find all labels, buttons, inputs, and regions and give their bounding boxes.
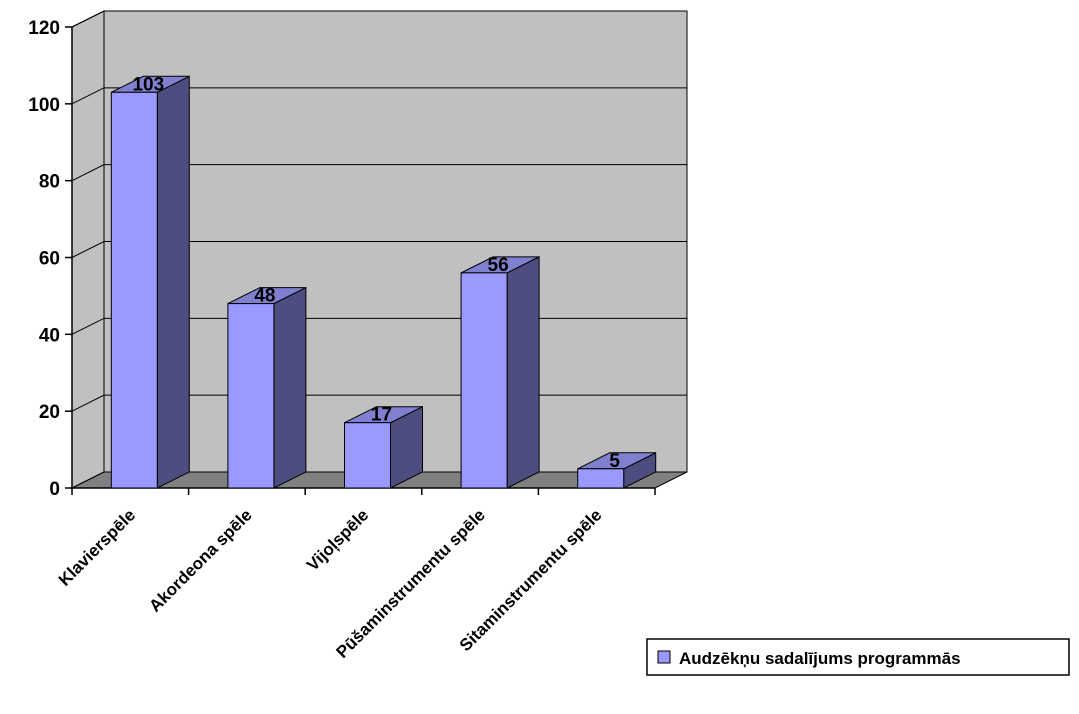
x-tick-label: Klavierspēle	[55, 505, 139, 589]
bar-side	[273, 286, 307, 489]
y-tick-label: 40	[39, 325, 60, 346]
y-tick-label: 80	[39, 172, 60, 193]
data-label: 17	[371, 405, 392, 426]
legend-box	[646, 638, 1070, 676]
data-label: 5	[609, 451, 620, 472]
gridline	[71, 87, 687, 105]
y-tick-label: 60	[39, 249, 60, 270]
legend: Audzēkņu sadalījums programmās	[646, 638, 1070, 676]
y-tick-label: 120	[28, 18, 60, 39]
data-label: 56	[488, 255, 509, 276]
bars	[110, 75, 657, 489]
gridline	[71, 10, 687, 28]
data-labels: 103 48 17 56 5	[132, 74, 620, 471]
x-tick-label: Vijoļspēle	[303, 505, 372, 574]
gridline	[71, 164, 687, 182]
legend-entry: Audzēkņu sadalījums programmās	[679, 649, 961, 668]
y-tick-label: 0	[49, 479, 60, 500]
bar	[344, 422, 391, 489]
x-axis-ticks: Klavierspēle Akordeona spēle VijoļspēlePūš…	[55, 488, 656, 662]
bar	[577, 468, 625, 489]
y-tick-label: 100	[28, 95, 60, 116]
gridline	[71, 241, 687, 258]
y-axis-ticks: 0 20 40 60 80 100 120	[28, 18, 72, 500]
bar-side	[156, 75, 190, 489]
bar	[460, 272, 508, 489]
x-tick-label: Akordeona spēle	[145, 505, 255, 615]
legend-swatch	[657, 650, 671, 664]
bar	[110, 91, 158, 489]
bar	[227, 303, 275, 489]
y-tick-label: 20	[39, 402, 60, 423]
bar-side	[506, 256, 540, 489]
data-label: 48	[254, 286, 275, 307]
data-label: 103	[132, 74, 164, 95]
